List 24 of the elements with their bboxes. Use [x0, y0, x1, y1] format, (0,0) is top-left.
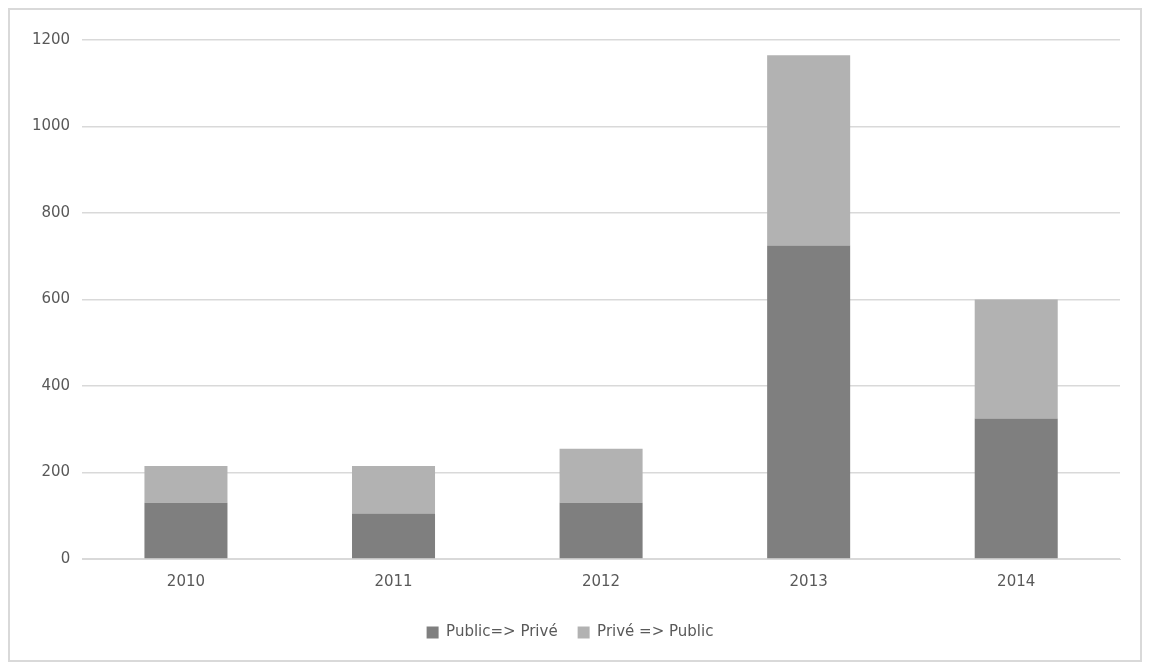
legend-label: Privé => Public: [597, 622, 714, 641]
x-tick-label: 2011: [374, 571, 413, 590]
y-tick-label: 1000: [31, 116, 71, 135]
bar: [352, 513, 436, 559]
bar: [767, 55, 851, 246]
x-tick-label: 2012: [581, 571, 621, 590]
bar: [559, 502, 643, 559]
legend-label: Public=> Privé: [446, 622, 558, 641]
y-tick-label: 1200: [31, 29, 71, 48]
bar: [144, 466, 228, 503]
y-tick-label: 0: [60, 548, 71, 567]
bar: [974, 299, 1058, 419]
bar: [974, 418, 1058, 559]
y-tick-label: 600: [41, 289, 71, 308]
y-tick-label: 200: [41, 462, 71, 481]
bar: [144, 502, 228, 559]
y-tick-label: 800: [41, 202, 71, 221]
bar: [352, 466, 436, 514]
x-tick-label: 2014: [997, 571, 1036, 590]
bar: [559, 448, 643, 503]
y-tick-label: 400: [41, 375, 71, 394]
x-tick-label: 2013: [789, 571, 828, 590]
bar: [767, 245, 851, 559]
x-tick-label: 2010: [166, 571, 206, 590]
